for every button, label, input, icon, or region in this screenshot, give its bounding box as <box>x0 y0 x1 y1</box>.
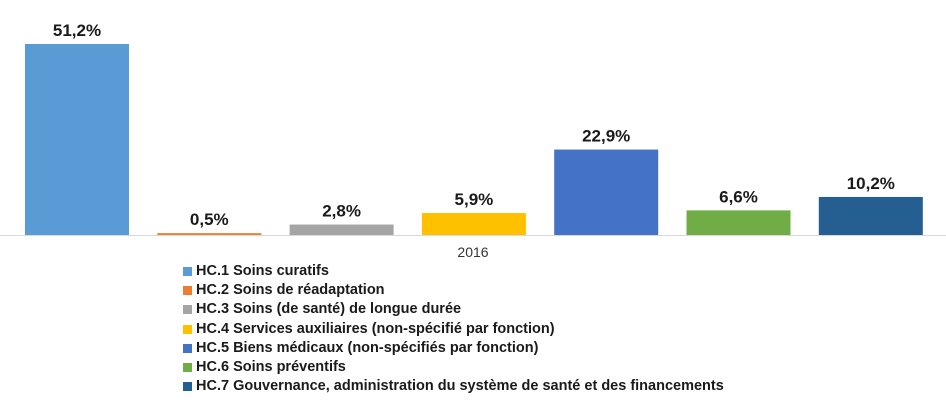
bar-6 <box>686 210 791 235</box>
data-label-7: 10,2% <box>847 174 895 193</box>
legend-label: HC.5 Biens médicaux (non-spécifiés par f… <box>196 339 539 356</box>
legend-swatch <box>183 363 192 373</box>
bar-7 <box>818 196 923 235</box>
bar-3 <box>289 224 394 235</box>
data-label-1: 51,2% <box>53 21 101 40</box>
legend-label: HC.3 Soins (de santé) de longue durée <box>196 301 462 318</box>
data-label-2: 0,5% <box>190 210 229 229</box>
data-label-5: 22,9% <box>582 127 630 146</box>
legend-swatch <box>183 267 192 277</box>
data-label-6: 6,6% <box>719 187 758 206</box>
legend-item: HC.6 Soins préventifs <box>183 358 724 377</box>
legend-item: HC.1 Soins curatifs <box>183 262 724 281</box>
legend-label: HC.7 Gouvernance, administration du syst… <box>196 378 724 395</box>
bar-2 <box>157 233 262 235</box>
legend-swatch <box>183 305 192 315</box>
bar-4 <box>421 212 526 235</box>
x-tick-label: 2016 <box>457 244 488 260</box>
legend-item: HC.2 Soins de réadaptation <box>183 281 724 300</box>
legend-swatch <box>183 343 192 353</box>
bar-5 <box>554 149 659 235</box>
bar-chart: 51,2% 0,5% 2,8% 5,9% 22,9% 6,6% 10,2% 2016 <box>0 21 946 260</box>
legend-label: HC.2 Soins de réadaptation <box>196 282 385 299</box>
data-label-3: 2,8% <box>322 202 361 221</box>
legend-item: HC.5 Biens médicaux (non-spécifiés par f… <box>183 339 724 358</box>
legend-swatch <box>183 286 192 296</box>
legend-label: HC.6 Soins préventifs <box>196 358 346 375</box>
legend-item: HC.7 Gouvernance, administration du syst… <box>183 377 724 396</box>
legend-swatch <box>183 324 192 334</box>
legend-item: HC.4 Services auxiliaires (non-spécifié … <box>183 320 724 339</box>
legend-swatch <box>183 382 192 392</box>
chart-legend: HC.1 Soins curatifs HC.2 Soins de réadapt… <box>183 262 724 396</box>
legend-label: HC.4 Services auxiliaires (non-spécifié … <box>196 320 555 337</box>
data-label-4: 5,9% <box>455 190 494 209</box>
legend-label: HC.1 Soins curatifs <box>196 263 329 279</box>
legend-item: HC.3 Soins (de santé) de longue durée <box>183 300 724 319</box>
bar-1 <box>25 44 129 235</box>
